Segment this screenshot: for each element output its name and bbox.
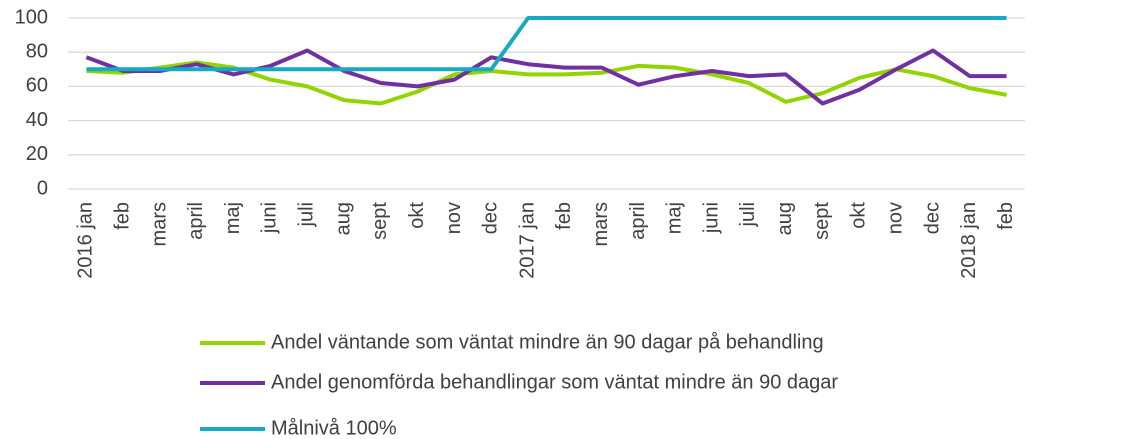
x-tick-label: sept [811,202,833,240]
x-tick-label: nov [884,202,906,234]
x-tick-label: juni [259,202,281,234]
x-tick-label: mars [148,202,170,246]
y-tick-label: 60 [26,75,48,97]
series-line [86,16,1007,72]
x-tick-label: feb [111,202,133,230]
y-tick-label: 0 [37,177,48,199]
y-tick-label: 20 [26,143,48,165]
x-tick-label: april [627,202,649,240]
x-tick-label: juli [296,202,318,227]
x-tick-label: maj [664,202,686,234]
x-tick-label: okt [406,202,428,229]
y-tick-label: 40 [26,109,48,131]
x-tick-label: nov [443,202,465,234]
x-tick-label: juli [737,202,759,227]
x-tick-label: april [185,202,207,240]
x-tick-label: dec [921,202,943,234]
series-line [85,48,1007,106]
x-tick-label: feb [553,202,575,230]
x-tick-label: aug [332,202,354,235]
legend-label: Andel väntande som väntat mindre än 90 d… [271,331,824,353]
x-tick-label: 2016 jan [75,202,97,279]
legend-label: Andel genomförda behandlingar som väntat… [271,371,838,393]
legend-label: Målnivå 100% [271,417,397,439]
x-tick-label: okt [848,202,870,229]
x-tick-label: juni [700,202,722,234]
x-tick-label: feb [995,202,1017,230]
x-tick-label: sept [369,202,391,240]
x-tick-label: aug [774,202,796,235]
y-tick-label: 80 [26,40,48,62]
x-tick-label: dec [480,202,502,234]
x-tick-label: mars [590,202,612,246]
y-tick-label: 100 [15,6,48,28]
x-tick-label: 2018 jan [958,202,980,279]
x-tick-label: 2017 jan [516,202,538,279]
x-tick-label: maj [222,202,244,234]
